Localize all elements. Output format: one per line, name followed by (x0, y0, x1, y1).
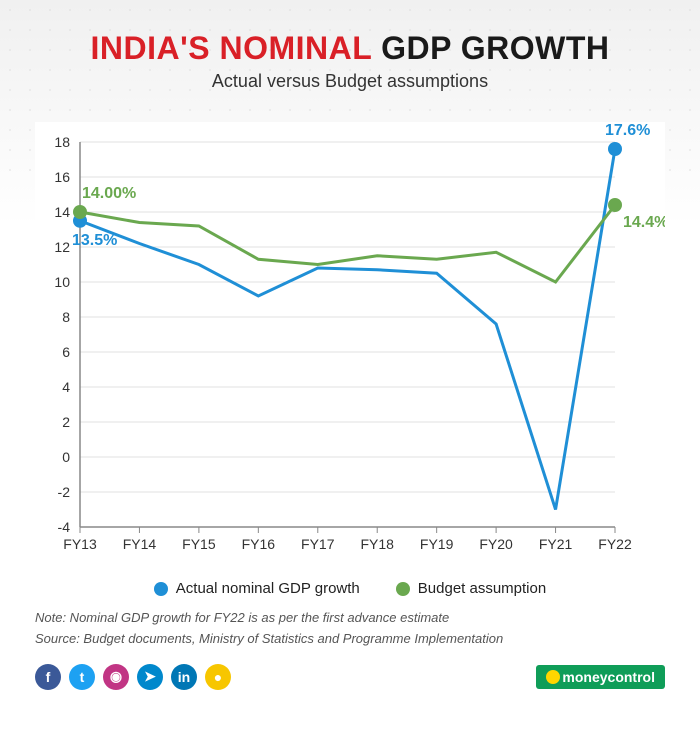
y-tick-label: 8 (62, 309, 70, 325)
x-tick-label: FY20 (479, 536, 513, 552)
social-icons-row: ft ◉ ➤ in ● (35, 664, 231, 690)
chart-legend: Actual nominal GDP growth Budget assumpti… (35, 580, 665, 600)
series-line (80, 205, 615, 282)
data-label: 14.00% (82, 185, 136, 202)
data-marker (608, 198, 622, 212)
legend-item: Actual nominal GDP growth (154, 580, 360, 597)
y-tick-label: 4 (62, 379, 70, 395)
chart-subtitle: Actual versus Budget assumptions (35, 71, 665, 92)
x-tick-label: FY18 (360, 536, 394, 552)
twitter-icon[interactable]: t (69, 664, 95, 690)
koo-icon[interactable]: ● (205, 664, 231, 690)
x-tick-label: FY16 (242, 536, 276, 552)
legend-dot-icon (396, 582, 410, 596)
title-highlight: INDIA'S NOMINAL (91, 30, 372, 66)
x-tick-label: FY17 (301, 536, 335, 552)
brand-text: moneycontrol (562, 669, 655, 685)
telegram-icon[interactable]: ➤ (137, 664, 163, 690)
data-label: 14.4% (623, 214, 665, 231)
y-tick-label: -2 (58, 484, 71, 500)
data-marker (608, 142, 622, 156)
y-tick-label: -4 (58, 519, 71, 535)
x-tick-label: FY21 (539, 536, 573, 552)
chart-svg: -4 -2 0 2 4 6 8 10 12 14 16 18 FY13 FY14 FY15 FY16 FY17 F… (35, 122, 665, 562)
chart-title: INDIA'S NOMINAL GDP GROWTH (35, 30, 665, 67)
legend-label: Budget assumption (418, 580, 546, 597)
x-tick-label: FY14 (123, 536, 157, 552)
facebook-icon[interactable]: f (35, 664, 61, 690)
y-tick-label: 18 (54, 134, 70, 150)
instagram-icon[interactable]: ◉ (103, 664, 129, 690)
title-rest: GDP GROWTH (372, 30, 610, 66)
linkedin-icon[interactable]: in (171, 664, 197, 690)
x-tick-label: FY19 (420, 536, 454, 552)
y-tick-label: 2 (62, 414, 70, 430)
chart-source: Source: Budget documents, Ministry of St… (35, 631, 665, 646)
brand-badge: moneycontrol (536, 665, 665, 689)
chart-note: Note: Nominal GDP growth for FY22 is as … (35, 610, 665, 625)
chart-container: INDIA'S NOMINAL GDP GROWTH Actual versus… (0, 0, 700, 710)
y-tick-label: 12 (54, 239, 70, 255)
data-marker (73, 205, 87, 219)
chart-plot-area: -4 -2 0 2 4 6 8 10 12 14 16 18 FY13 FY14 FY15 FY16 FY17 F… (35, 122, 665, 562)
y-tick-label: 0 (62, 449, 70, 465)
y-tick-label: 14 (54, 204, 70, 220)
data-label: 17.6% (605, 122, 650, 139)
footer: ft ◉ ➤ in ● moneycontrol (35, 664, 665, 690)
x-tick-label: FY22 (598, 536, 632, 552)
y-tick-label: 6 (62, 344, 70, 360)
series-line (80, 149, 615, 510)
legend-item: Budget assumption (396, 580, 546, 597)
brand-sun-icon (546, 670, 560, 684)
data-label: 13.5% (72, 232, 117, 249)
x-tick-label: FY13 (63, 536, 97, 552)
x-tick-label: FY15 (182, 536, 216, 552)
y-tick-label: 10 (54, 274, 70, 290)
legend-label: Actual nominal GDP growth (176, 580, 360, 597)
y-tick-label: 16 (54, 169, 70, 185)
legend-dot-icon (154, 582, 168, 596)
